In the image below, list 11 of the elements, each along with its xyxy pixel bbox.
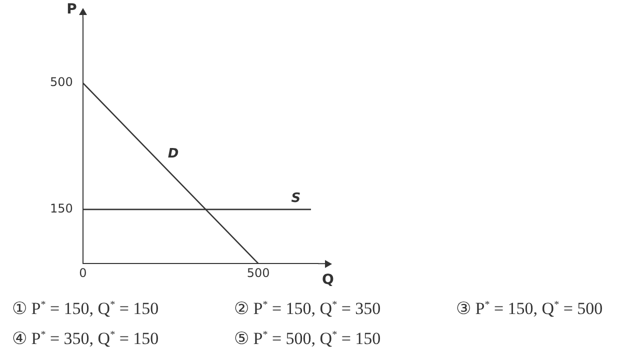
text: ① P$^{*}$ = 150, Q$^{*}$ = 150: [12, 298, 160, 319]
text: ③ P$^{*}$ = 150, Q$^{*}$ = 500: [456, 298, 604, 319]
text: ② P$^{*}$ = 150, Q$^{*}$ = 350: [234, 298, 382, 319]
series-label: D: [168, 146, 179, 162]
series-label: S: [291, 190, 301, 206]
x-axis-title: Q: [322, 272, 334, 288]
y-tick-label: 150: [50, 202, 73, 216]
x-tick-label: 0: [79, 266, 87, 280]
y-axis-title: P: [66, 2, 77, 18]
text: ④ P$^{*}$ = 350, Q$^{*}$ = 150: [12, 328, 160, 349]
text: ⑤ P$^{*}$ = 500, Q$^{*}$ = 150: [234, 328, 382, 349]
